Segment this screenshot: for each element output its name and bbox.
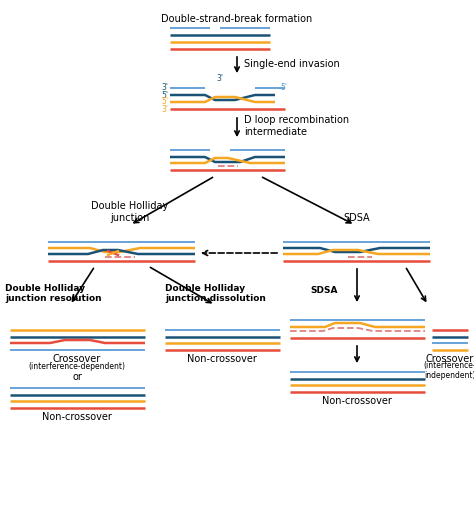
- Text: Non-crossover: Non-crossover: [187, 354, 257, 364]
- Text: Crossover: Crossover: [426, 354, 474, 364]
- Text: D loop recombination
intermediate: D loop recombination intermediate: [244, 115, 349, 137]
- Text: Non-crossover: Non-crossover: [42, 412, 112, 422]
- Text: (interference-
independent): (interference- independent): [424, 361, 474, 380]
- Text: 3': 3': [217, 74, 224, 83]
- Text: Double Holliday
junction resolution: Double Holliday junction resolution: [5, 284, 101, 303]
- Text: or: or: [72, 372, 82, 382]
- Text: Double Holliday
junction: Double Holliday junction: [91, 202, 169, 223]
- Text: 5': 5': [280, 84, 287, 93]
- Text: Double-strand-break formation: Double-strand-break formation: [161, 14, 313, 24]
- Text: Non-crossover: Non-crossover: [322, 396, 392, 406]
- Text: 5': 5': [161, 97, 168, 106]
- Text: 5': 5': [161, 90, 168, 99]
- Text: SDSA: SDSA: [344, 213, 370, 223]
- Text: Double Holliday
junction dissolution: Double Holliday junction dissolution: [165, 284, 266, 303]
- Text: SDSA: SDSA: [310, 286, 337, 295]
- Text: 3': 3': [161, 84, 168, 93]
- Text: (interference-dependent): (interference-dependent): [28, 362, 126, 371]
- Text: Single-end invasion: Single-end invasion: [244, 59, 340, 69]
- Text: Crossover: Crossover: [53, 354, 101, 364]
- Text: 3': 3': [161, 105, 168, 114]
